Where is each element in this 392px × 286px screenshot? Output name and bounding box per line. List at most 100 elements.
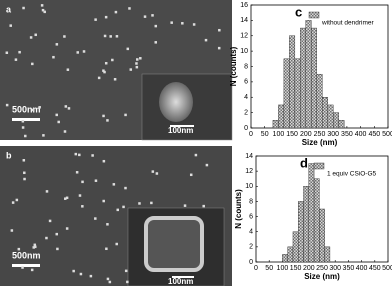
bar (311, 27, 317, 129)
particle (124, 269, 128, 273)
bar (316, 73, 323, 129)
y-tick-label: 10 (240, 48, 248, 55)
particle (105, 247, 108, 251)
bar (292, 231, 299, 263)
particle (30, 268, 34, 272)
x-axis-label: Size (nm) (302, 138, 338, 147)
particle (143, 15, 147, 18)
x-tick-label: 300 (329, 265, 341, 272)
x-tick-label: 0 (249, 131, 253, 138)
particle (78, 194, 82, 197)
particle (38, 106, 41, 109)
particle (202, 204, 205, 208)
particle (42, 134, 45, 137)
particle (24, 134, 27, 138)
particle (31, 62, 34, 66)
x-tick-label: 500 (382, 265, 392, 272)
bar (305, 20, 312, 129)
particle (55, 232, 59, 236)
particle (32, 108, 35, 112)
bar (303, 186, 309, 263)
particle (64, 197, 67, 200)
bar (278, 104, 285, 129)
y-axis-label: N (counts) (234, 189, 243, 229)
scale-bar (172, 276, 194, 278)
x-tick-label: 200 (303, 265, 315, 272)
particle (48, 219, 52, 223)
particle (150, 201, 153, 205)
particle (81, 205, 84, 208)
scale-bar (12, 264, 40, 267)
particle (159, 82, 193, 122)
particle (154, 41, 157, 44)
particle (21, 120, 25, 123)
particle (91, 154, 94, 157)
particle (204, 38, 208, 42)
particle (5, 51, 9, 54)
particle (22, 6, 25, 10)
particle (15, 198, 19, 202)
particle (74, 152, 78, 156)
particle (155, 172, 159, 175)
bar (300, 27, 307, 129)
particle (63, 130, 67, 133)
particle (17, 247, 21, 251)
particle (32, 246, 36, 249)
particle (183, 204, 187, 207)
y-tick-label: 8 (249, 198, 253, 205)
x-tick-label: 350 (343, 265, 355, 272)
x-tick-label: 400 (355, 131, 367, 138)
bar (319, 208, 325, 263)
x-tick-label: 500 (382, 131, 392, 138)
particle (33, 243, 37, 247)
y-tick-label: 14 (240, 17, 248, 24)
particle (103, 70, 106, 74)
particle (129, 68, 133, 71)
particle (106, 119, 109, 122)
particle (43, 10, 46, 14)
particle (94, 18, 97, 21)
particle (72, 269, 75, 273)
x-tick-label: 150 (286, 131, 298, 138)
particle (218, 28, 221, 32)
particle (115, 242, 118, 246)
bar (294, 58, 301, 129)
particle (63, 35, 66, 38)
x-tick-label: 100 (277, 265, 289, 272)
particle (122, 205, 125, 209)
particle (66, 68, 70, 71)
scale-label: 100nm (168, 277, 193, 286)
particle (94, 179, 98, 182)
bar (308, 163, 315, 263)
y-tick-label: 12 (240, 33, 248, 40)
particle (124, 113, 127, 117)
particle (192, 23, 196, 26)
particle (103, 34, 107, 38)
particle (139, 57, 142, 60)
particle (136, 58, 139, 61)
x-tick-label: 250 (314, 131, 326, 138)
particle (11, 201, 15, 204)
bar (272, 120, 279, 129)
particle (82, 50, 86, 53)
particle (45, 236, 48, 240)
particle (102, 159, 106, 163)
particle (65, 196, 69, 200)
bar (283, 58, 290, 129)
particle (5, 103, 9, 107)
particle (104, 15, 108, 19)
particle (102, 114, 105, 118)
y-tick-label: 8 (244, 63, 248, 70)
particle (170, 21, 173, 24)
particle (144, 216, 204, 272)
particle (79, 272, 83, 276)
x-tick-label: 350 (341, 131, 353, 138)
y-tick-label: 6 (244, 79, 248, 86)
scale-bar (170, 125, 194, 127)
bar (327, 104, 334, 129)
particle (151, 170, 155, 173)
x-tick-label: 0 (254, 265, 258, 272)
particle (102, 199, 105, 203)
bar (298, 201, 304, 263)
particle (18, 50, 21, 54)
